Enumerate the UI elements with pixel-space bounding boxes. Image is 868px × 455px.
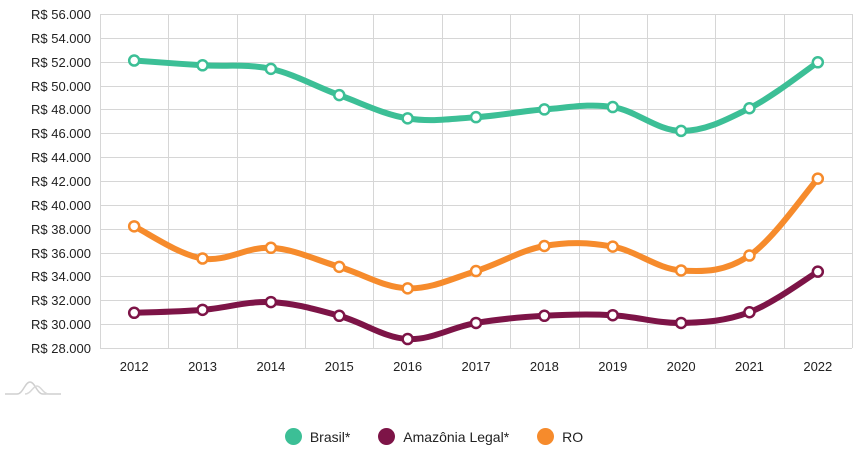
y-tick-label: R$ 34.000 — [31, 269, 91, 284]
data-point[interactable] — [469, 264, 483, 278]
data-point[interactable] — [674, 124, 688, 138]
legend-item-amazonia-legal[interactable]: Amazônia Legal* — [378, 428, 509, 445]
x-tick-label: 2021 — [735, 359, 764, 374]
data-point[interactable] — [606, 100, 619, 114]
x-tick-label: 2022 — [803, 359, 832, 374]
grid — [100, 14, 853, 349]
series — [127, 54, 825, 346]
legend-label: RO — [562, 428, 584, 445]
x-tick-label: 2015 — [325, 359, 354, 374]
data-point[interactable] — [811, 265, 825, 278]
y-tick-label: R$ 54.000 — [31, 31, 91, 46]
x-axis: 2012 2013 2014 2015 2016 2017 2018 2019 2020 2021… — [120, 359, 833, 374]
data-point[interactable] — [469, 110, 483, 124]
data-point[interactable] — [538, 103, 551, 116]
x-tick-label: 2020 — [667, 359, 696, 374]
data-point[interactable] — [401, 282, 414, 295]
data-point[interactable] — [743, 101, 756, 115]
data-point[interactable] — [127, 54, 141, 67]
y-tick-label: R$ 30.000 — [31, 317, 91, 332]
data-point[interactable] — [264, 241, 278, 255]
y-tick-label: R$ 40.000 — [31, 198, 91, 213]
mountain-logo-icon — [5, 381, 61, 395]
data-point[interactable] — [538, 239, 551, 253]
line-chart: R$ 28.000 R$ 30.000 R$ 32.000 R$ 34.000 R$ 3… — [31, 7, 853, 374]
y-axis: R$ 28.000 R$ 30.000 R$ 32.000 R$ 34.000 R$ 3… — [31, 7, 91, 356]
y-tick-label: R$ 56.000 — [31, 7, 91, 22]
series-ro — [127, 172, 825, 295]
x-tick-label: 2016 — [393, 359, 422, 374]
x-tick-label: 2019 — [598, 359, 627, 374]
data-point[interactable] — [127, 220, 141, 233]
data-point[interactable] — [469, 316, 483, 330]
data-point[interactable] — [606, 240, 619, 253]
y-tick-label: R$ 50.000 — [31, 79, 91, 94]
x-tick-label: 2014 — [256, 359, 285, 374]
y-tick-label: R$ 48.000 — [31, 102, 91, 117]
data-point[interactable] — [196, 252, 209, 265]
y-tick-label: R$ 32.000 — [31, 293, 91, 308]
data-point[interactable] — [743, 305, 756, 319]
y-tick-label: R$ 42.000 — [31, 174, 91, 189]
data-point[interactable] — [196, 59, 209, 72]
legend-marker-ro — [537, 428, 555, 445]
legend-label: Brasil* — [309, 428, 351, 445]
legend-marker-brasil — [284, 428, 302, 445]
data-point[interactable] — [333, 88, 346, 102]
data-point[interactable] — [401, 112, 414, 125]
data-point[interactable] — [538, 309, 551, 323]
y-tick-label: R$ 44.000 — [31, 150, 91, 165]
data-point[interactable] — [333, 309, 346, 323]
data-point[interactable] — [811, 172, 825, 185]
y-tick-label: R$ 46.000 — [31, 126, 91, 141]
series-brasil — [127, 54, 825, 138]
data-point[interactable] — [264, 62, 278, 76]
data-point[interactable] — [674, 264, 688, 277]
data-point[interactable] — [127, 306, 141, 320]
series-amaz-nia-legal — [127, 265, 825, 346]
data-point[interactable] — [811, 56, 825, 69]
data-point[interactable] — [743, 249, 756, 262]
legend-item-ro[interactable]: RO — [537, 428, 583, 445]
legend: Brasil* Amazônia Legal* RO — [0, 428, 868, 445]
x-tick-label: 2013 — [188, 359, 217, 374]
y-tick-label: R$ 28.000 — [31, 341, 91, 356]
legend-item-brasil[interactable]: Brasil* — [284, 428, 351, 445]
legend-label: Amazônia Legal* — [403, 428, 510, 445]
x-tick-label: 2012 — [120, 359, 149, 374]
data-point[interactable] — [196, 303, 209, 317]
data-point[interactable] — [674, 316, 688, 330]
y-tick-label: R$ 36.000 — [31, 246, 91, 261]
x-tick-label: 2018 — [530, 359, 559, 374]
data-point[interactable] — [333, 260, 346, 274]
data-point[interactable] — [264, 295, 278, 309]
y-tick-label: R$ 52.000 — [31, 55, 91, 70]
legend-marker-amazonia-legal — [378, 428, 396, 445]
data-point[interactable] — [401, 332, 414, 346]
y-tick-label: R$ 38.000 — [31, 222, 91, 237]
data-point[interactable] — [606, 308, 619, 322]
x-tick-label: 2017 — [462, 359, 491, 374]
